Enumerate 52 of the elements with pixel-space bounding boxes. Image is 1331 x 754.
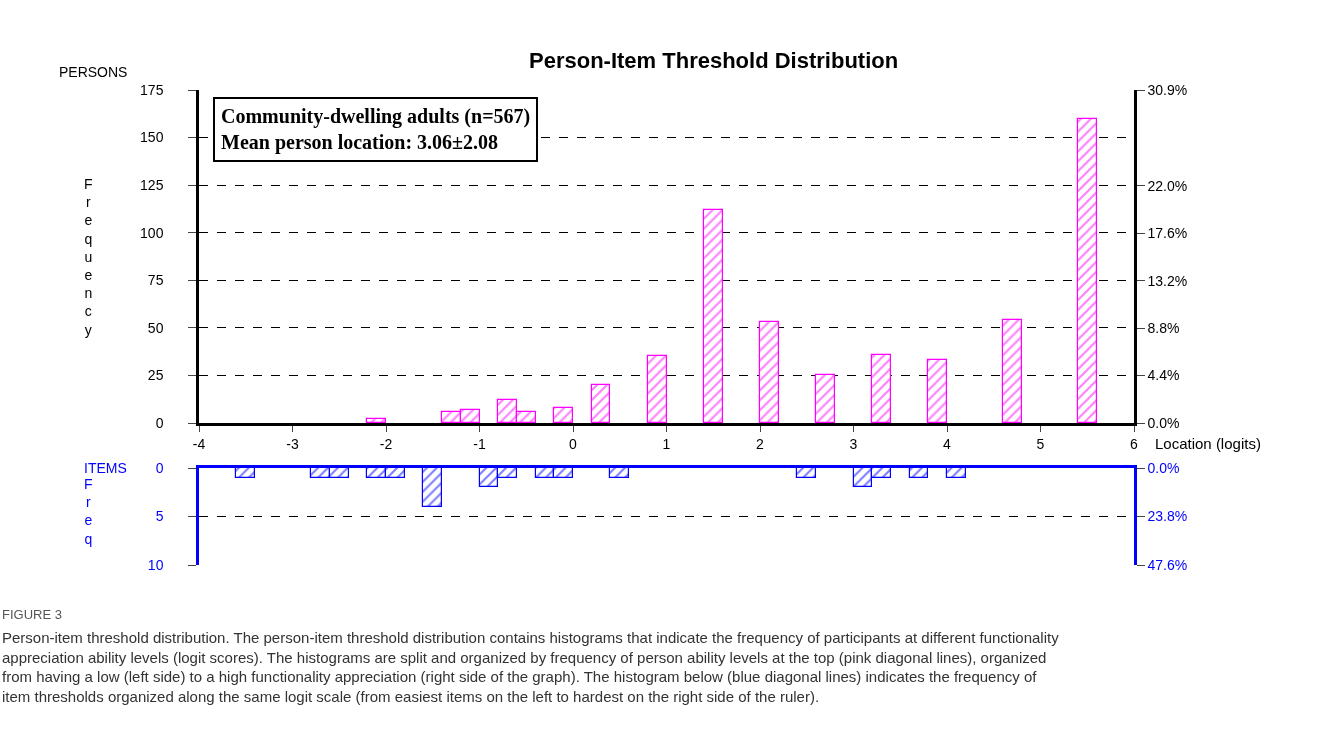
y-tick-label: 5: [155, 508, 164, 525]
y2-tick-label: 8.8%: [1147, 320, 1180, 337]
x-tick-label: -4: [192, 435, 206, 452]
y2-tick-label: 47.6%: [1147, 556, 1188, 573]
y-tick-label: 100: [140, 224, 164, 241]
bar: [814, 373, 835, 423]
text: ITEMS: [84, 460, 127, 476]
y-tick-label: 0: [155, 459, 164, 476]
bar: [926, 358, 947, 423]
y-tick-label: 150: [140, 129, 164, 146]
y-tick-label: 10: [147, 556, 164, 573]
y-tick-label: 75: [147, 272, 164, 289]
y2-tick-label: 0.0%: [1147, 414, 1180, 431]
x-tick-label: 5: [1036, 435, 1045, 452]
x-tick-label: 6: [1130, 435, 1139, 452]
y2-tick-label: 23.8%: [1147, 508, 1188, 525]
y-tick-label: 0: [155, 414, 164, 431]
bar: [702, 208, 723, 423]
y2-tick-label: 13.2%: [1147, 272, 1188, 289]
chart-title: Person-Item Threshold Distribution: [529, 48, 899, 73]
y-tick-label: 125: [140, 177, 164, 194]
x-axis-title: Location (logits): [1155, 435, 1261, 452]
x-tick-label: -2: [379, 435, 393, 452]
caption: FIGURE 3: [2, 607, 62, 622]
x-tick-label: 3: [849, 435, 858, 452]
text: Person-item threshold distribution. The person-item threshold distribution contains histograms that indicate the frequency of participants at different functionality appreciation ability levels (logit scores). The histograms are split and organized by frequency of person ability levels at the top (pink diagonal lines), organized from having a low (left side) to a high functionality appreciation (right side of the graph). The histogram below (blue diagonal lines) indicates the frequency of item thresholds organized along the same logit scale (from easiest items on the left to hardest on the right side of the ruler).: [2, 629, 1060, 705]
x-tick-label: -3: [286, 435, 299, 452]
text: PERSONS: [59, 64, 128, 80]
bar: [1001, 318, 1022, 423]
y2-tick-label: 0.0%: [1147, 459, 1180, 476]
y2-tick-label: 17.6%: [1147, 225, 1188, 242]
text: Frequency: [84, 176, 93, 338]
y-tick-label: 175: [140, 81, 164, 98]
bar: [552, 406, 573, 423]
bar: [590, 383, 610, 423]
bar: [1076, 117, 1097, 423]
y-axis-title: Freq: [84, 476, 93, 547]
bar: [365, 417, 386, 423]
bar: [646, 354, 667, 423]
x-tick-label: 0: [569, 435, 578, 452]
bar: [758, 320, 779, 423]
annotation: Community-dwelling adults (n=567) Mean person location: 3.06±2.08: [221, 105, 531, 154]
y2-tick-label: 4.4%: [1147, 367, 1180, 384]
bar: [870, 353, 891, 423]
x-tick-label: 4: [943, 435, 952, 452]
y2-tick-label: 22.0%: [1147, 177, 1188, 194]
x-tick-label: 1: [662, 435, 671, 452]
y-tick-label: 25: [147, 367, 164, 384]
y2-tick-label: 30.9%: [1147, 81, 1188, 98]
y-tick-label: 50: [147, 319, 164, 336]
x-tick-label: -1: [473, 435, 486, 452]
x-tick-label: 2: [756, 435, 765, 452]
